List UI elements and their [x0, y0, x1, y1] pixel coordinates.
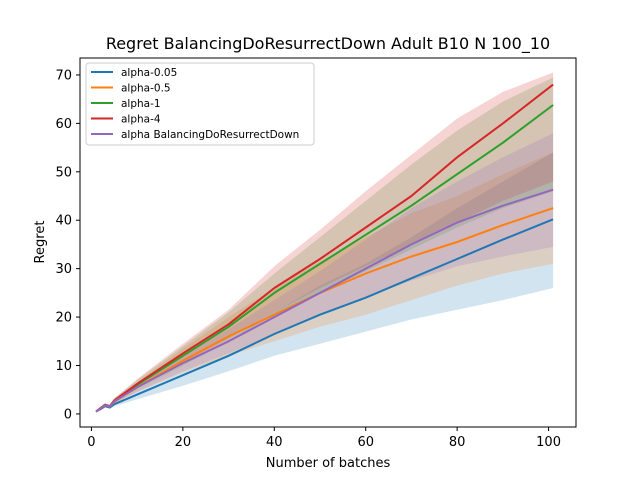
band-alpha-4 — [96, 72, 554, 412]
x-axis-label: Number of batches — [266, 456, 391, 471]
line-alpha-balancingdoresurrectdown — [95, 188, 554, 413]
y-tick-label: 50 — [55, 165, 72, 180]
y-axis-label: Regret — [33, 221, 48, 264]
band-alpha-1 — [96, 77, 554, 412]
x-tick-label: 100 — [536, 435, 561, 450]
legend-label: alpha-0.05 — [121, 67, 177, 79]
y-tick-label: 10 — [55, 359, 72, 374]
chart-title: Regret BalancingDoResurrectDown Adult B1… — [106, 34, 550, 54]
y-tick-label: 20 — [55, 311, 72, 326]
band-alpha-balancingdoresurrectdown — [96, 133, 554, 412]
legend-label: alpha-0.5 — [121, 83, 171, 95]
y-axis-ticks: 0 10 20 30 40 50 60 70 — [55, 68, 80, 422]
x-tick-label: 0 — [87, 435, 95, 450]
x-axis-ticks: 0 20 40 60 80 100 — [87, 427, 561, 450]
y-tick-label: 60 — [55, 117, 72, 132]
series-lines — [95, 83, 554, 413]
plot-frame — [79, 57, 577, 428]
y-tick-label: 40 — [55, 214, 72, 229]
y-tick-label: 0 — [64, 407, 72, 422]
y-tick-label: 30 — [55, 262, 72, 277]
legend-label: alpha-1 — [121, 98, 161, 110]
x-tick-label: 20 — [175, 435, 192, 450]
band-alpha-0-05 — [96, 152, 554, 412]
legend: alpha-0.05 alpha-0.5 alpha-1 alpha-4 alpha B… — [85, 62, 315, 146]
legend-box — [85, 62, 315, 146]
y-tick-label: 70 — [55, 68, 72, 83]
x-tick-label: 60 — [357, 435, 374, 450]
x-tick-label: 80 — [449, 435, 466, 450]
x-tick-label: 40 — [266, 435, 283, 450]
legend-label: alpha BalancingDoResurrectDown — [121, 129, 299, 141]
legend-label: alpha-4 — [121, 114, 161, 126]
